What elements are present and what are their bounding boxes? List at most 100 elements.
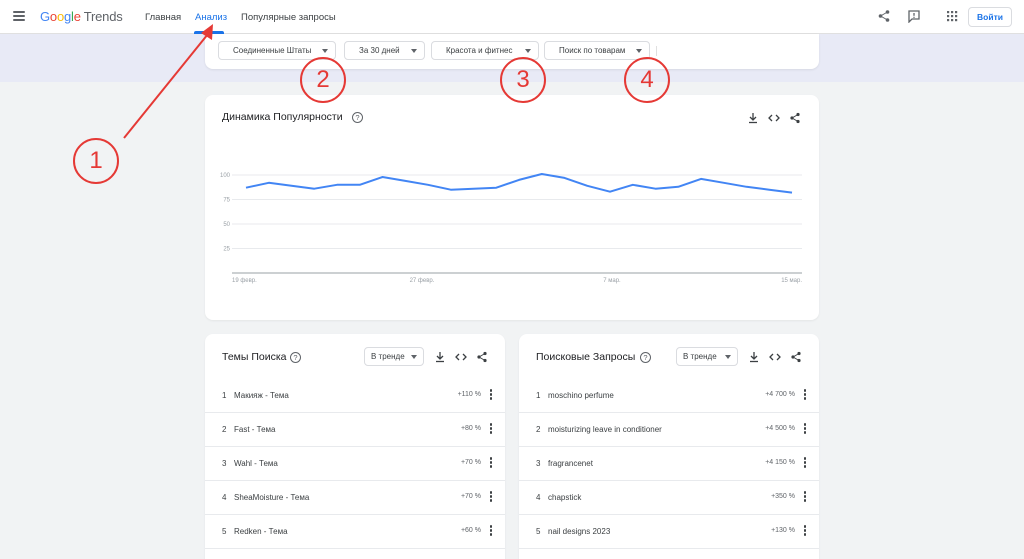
topics-trend-select-label: В тренде <box>371 352 405 361</box>
category-dropdown[interactable]: Красота и фитнес <box>431 41 539 60</box>
apps-grid-icon[interactable] <box>945 9 959 23</box>
row-name: Redken - Тема <box>234 527 288 536</box>
region-dropdown[interactable]: Соединенные Штаты <box>218 41 336 60</box>
related-queries-card: Поисковые Запросы ? В тренде 1 moschino … <box>519 334 819 559</box>
list-item[interactable]: 4 SheaMoisture - Тема +70 % <box>205 481 505 515</box>
x-tick-label: 15 мар. <box>781 278 802 284</box>
more-vert-icon[interactable] <box>489 491 493 505</box>
row-rank: 1 <box>222 391 227 400</box>
row-name: SheaMoisture - Тема <box>234 493 310 502</box>
help-icon[interactable]: ? <box>290 352 301 363</box>
list-item[interactable]: 5 nail designs 2023 +130 % <box>519 515 819 549</box>
row-rank: 1 <box>536 391 541 400</box>
more-vert-icon[interactable] <box>489 423 493 437</box>
share-icon[interactable] <box>790 351 802 363</box>
more-vert-icon[interactable] <box>803 525 807 539</box>
row-name: moschino perfume <box>548 391 614 400</box>
row-rank: 3 <box>536 459 541 468</box>
more-vert-icon[interactable] <box>489 389 493 403</box>
filter-divider <box>656 46 672 56</box>
list-item[interactable]: 1 Макияж - Тема +110 % <box>205 379 505 413</box>
annotation-circle-4: 4 <box>624 57 670 103</box>
download-icon[interactable] <box>747 112 759 124</box>
y-tick-label: 100 <box>220 173 231 179</box>
download-icon[interactable] <box>434 351 446 363</box>
more-vert-icon[interactable] <box>803 389 807 403</box>
chevron-down-icon <box>322 49 328 53</box>
chevron-down-icon <box>636 49 642 53</box>
search-type-dropdown-label: Поиск по товарам <box>559 46 626 55</box>
topics-trend-select[interactable]: В тренде <box>364 347 424 366</box>
more-vert-icon[interactable] <box>489 457 493 471</box>
list-item[interactable]: 2 moisturizing leave in conditioner +4 5… <box>519 413 819 447</box>
row-value: +70 % <box>460 459 481 466</box>
tab-trending-searches[interactable]: Популярные запросы <box>241 12 336 23</box>
row-rank: 5 <box>222 527 227 536</box>
embed-code-icon[interactable] <box>768 112 780 124</box>
list-item[interactable]: 3 fragrancenet +4 150 % <box>519 447 819 481</box>
share-icon[interactable] <box>789 112 801 124</box>
chevron-down-icon <box>411 49 417 53</box>
more-vert-icon[interactable] <box>489 525 493 539</box>
download-icon[interactable] <box>748 351 760 363</box>
row-rank: 4 <box>222 493 227 502</box>
list-item[interactable]: 3 Wahl - Тема +70 % <box>205 447 505 481</box>
time-range-dropdown-label: За 30 дней <box>359 46 400 55</box>
tab-home[interactable]: Главная <box>145 12 182 23</box>
row-value: +110 % <box>457 391 481 398</box>
embed-code-icon[interactable] <box>455 351 467 363</box>
row-name: chapstick <box>548 493 582 502</box>
list-item[interactable]: 5 Redken - Тема +60 % <box>205 515 505 549</box>
row-rank: 2 <box>222 425 227 434</box>
related-topics-title: Темы Поиска <box>222 351 287 363</box>
sign-in-button[interactable]: Войти <box>968 7 1012 27</box>
time-range-dropdown[interactable]: За 30 дней <box>344 41 425 60</box>
row-value: +4 150 % <box>765 459 795 466</box>
share-icon[interactable] <box>877 9 891 23</box>
help-icon[interactable]: ? <box>640 352 651 363</box>
feedback-icon[interactable] <box>907 9 921 23</box>
hamburger-menu-icon[interactable] <box>13 11 25 21</box>
chevron-down-icon <box>411 355 417 359</box>
top-app-bar: Google Trends Главная Анализ Популярные з… <box>0 0 1024 34</box>
list-item[interactable]: 1 moschino perfume +4 700 % <box>519 379 819 413</box>
queries-trend-select[interactable]: В тренде <box>676 347 738 366</box>
share-icon[interactable] <box>476 351 488 363</box>
more-vert-icon[interactable] <box>803 457 807 471</box>
row-name: Fast - Тема <box>234 425 276 434</box>
help-icon[interactable]: ? <box>352 112 363 123</box>
annotation-circle-1: 1 <box>73 138 119 184</box>
more-vert-icon[interactable] <box>803 491 807 505</box>
search-type-dropdown[interactable]: Поиск по товарам <box>544 41 650 60</box>
related-topics-card: Темы Поиска ? В тренде 1 Макияж - Тема +… <box>205 334 505 559</box>
category-dropdown-label: Красота и фитнес <box>446 46 513 55</box>
row-name: nail designs 2023 <box>548 527 611 536</box>
row-value: +60 % <box>460 527 481 534</box>
series-line[interactable] <box>245 173 793 194</box>
tab-explore[interactable]: Анализ <box>195 12 228 23</box>
related-queries-title: Поисковые Запросы <box>536 351 636 363</box>
y-tick-label: 50 <box>223 222 230 228</box>
annotation-circle-2: 2 <box>300 57 346 103</box>
row-name: fragrancenet <box>548 459 593 468</box>
row-rank: 3 <box>222 459 227 468</box>
y-tick-label: 25 <box>223 247 230 253</box>
row-rank: 5 <box>536 527 541 536</box>
list-item[interactable]: 4 chapstick +350 % <box>519 481 819 515</box>
row-value: +350 % <box>771 493 795 500</box>
x-tick-label: 27 февр. <box>410 278 435 284</box>
annotation-circle-3: 3 <box>500 57 546 103</box>
row-name: Wahl - Тема <box>234 459 278 468</box>
list-item[interactable]: 2 Fast - Тема +80 % <box>205 413 505 447</box>
more-vert-icon[interactable] <box>803 423 807 437</box>
row-value: +4 700 % <box>765 391 795 398</box>
row-rank: 4 <box>536 493 541 502</box>
x-tick-label: 7 мар. <box>603 278 621 284</box>
interest-over-time-card: Динамика Популярности ? 100 75 50 25 19 февр… <box>205 95 819 320</box>
row-name: Макияж - Тема <box>234 391 289 400</box>
embed-code-icon[interactable] <box>769 351 781 363</box>
x-tick-label: 19 февр. <box>232 278 257 284</box>
row-rank: 2 <box>536 425 541 434</box>
google-trends-logo[interactable]: Google Trends <box>40 9 123 24</box>
interest-over-time-title: Динамика Популярности <box>222 111 343 123</box>
